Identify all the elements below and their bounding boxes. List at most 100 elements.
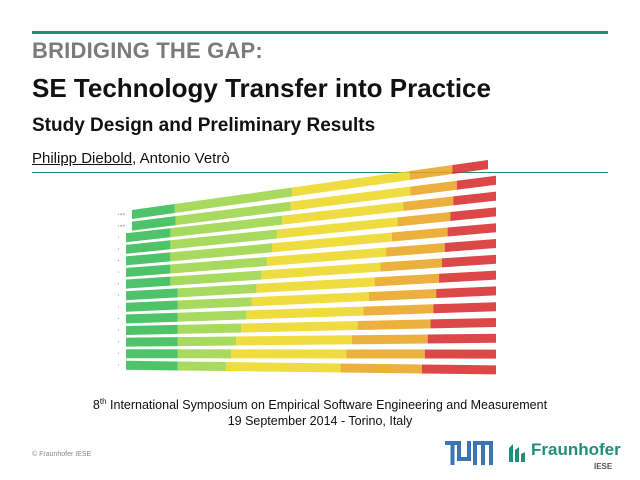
heatmap-cell [126,264,171,277]
authors: Philipp Diebold, Antonio Vetrò [32,150,230,167]
author-separator: , [132,150,140,167]
heatmap-cell [391,227,448,242]
heatmap-cell [177,283,257,298]
heatmap-cell [290,186,411,211]
heatmap-cell [170,215,283,238]
heatmap-row-label-mark [118,213,127,215]
heatmap-cell [177,336,237,347]
heatmap-row-label-mark [118,317,121,319]
heatmap-cell [450,207,496,222]
heatmap-cell [433,302,496,314]
heatmap-cell [456,175,496,190]
heatmap-cell [409,165,453,180]
heatmap-cell [170,270,262,286]
heatmap-row-label-mark [118,364,121,366]
heatmap-cell [126,349,178,359]
conference-ordinal-suffix: th [99,397,107,406]
heatmap-cell [397,212,451,227]
heatmap-cell [282,202,404,225]
heatmap-row-label-mark [118,236,121,238]
heatmap-cell [430,318,496,329]
heatmap-cell [410,180,457,196]
conference-date-place: 19 September 2014 - Torino, Italy [227,414,413,429]
heatmap-row-label-mark [118,225,127,227]
heatmap-row-label-mark [118,341,121,343]
heatmap-row-label-mark [118,329,121,331]
heatmap-cell [177,297,252,310]
copyright-text: © Fraunhofer IESE [32,451,92,458]
heatmap-cell [174,187,293,213]
conference-name-line: 8th International Symposium on Empirical… [0,394,640,413]
title-line-2: SE Technology Transfer into Practice [32,73,491,103]
heatmap-cell [427,333,496,344]
heatmap-cell [170,229,278,250]
heatmap-cell [424,349,496,359]
heatmap-row-label-mark [118,271,121,273]
heatmap-cell [246,306,364,320]
author-divider [32,172,608,173]
heatmap-cell [241,320,358,333]
heatmap-cell [441,254,496,268]
heatmap-cell [126,276,171,289]
top-accent-line [32,31,608,34]
heatmap-cell [436,286,496,299]
heatmap-row-label-mark [118,259,121,261]
heatmap-cell [444,239,496,253]
heatmap-cell [132,216,176,231]
heatmap-cell [126,360,178,371]
subtitle: Study Design and Preliminary Results [32,115,376,136]
heatmap-cell [422,364,496,375]
heatmap-cell [126,312,178,324]
heatmap-cell [231,349,347,359]
heatmap-cell [175,201,291,226]
heatmap-cell [363,304,434,316]
heatmap-cell [126,337,178,347]
heatmap-cell [261,262,381,280]
tum-logo-icon [445,441,493,465]
heatmap-cell [351,334,428,345]
heatmap-cell [126,324,178,335]
fraunhofer-mark-icon [509,444,525,462]
author-2: Antonio Vetrò [139,150,230,167]
heatmap-cell [170,243,273,262]
heatmap-cell [177,310,247,322]
heatmap-cell [177,349,232,359]
heatmap-cell [374,273,440,287]
heatmap-cell [292,171,410,197]
heatmap-cell [386,243,445,257]
heatmap-row-label-mark [118,306,121,308]
heatmap-cell [236,335,352,346]
heatmap-cell [272,232,392,253]
heatmap-cell [177,323,242,334]
heatmap-cell [266,247,387,266]
heatmap-cell [177,361,226,372]
heatmap-cell [452,160,488,174]
heatmap-cell [132,204,175,219]
heatmap-cell [256,277,375,293]
conference-name: International Symposium on Empirical Sof… [106,398,548,413]
fraunhofer-name: Fraunhofer [531,440,621,459]
heatmap-cell [126,288,178,301]
heatmap-cell [403,196,454,212]
heatmap-illustration [118,160,496,375]
heatmap-cell [126,240,171,254]
heatmap-cell [277,217,398,239]
heatmap-cell [453,191,496,206]
author-1: Philipp Diebold [32,150,133,167]
heatmap-cell [170,256,267,274]
title-line-1: BRIDIGING THE GAP: [32,38,263,63]
heatmap-row-label-mark [118,294,121,296]
heatmap-cell [357,319,431,330]
heatmap-cell [380,258,442,272]
heatmap-cell [251,292,370,307]
heatmap-cell [447,223,496,237]
heatmap-cell [126,228,171,243]
heatmap-cell [225,362,341,373]
heatmap-row-label-mark [118,248,121,250]
heatmap-cell [369,289,437,302]
conference-info: 8th International Symposium on Empirical… [0,394,640,429]
heatmap-row-label-mark [118,283,121,285]
heatmap-cell [126,300,178,312]
heatmap-cell [346,349,425,359]
heatmap-cell [439,270,496,283]
